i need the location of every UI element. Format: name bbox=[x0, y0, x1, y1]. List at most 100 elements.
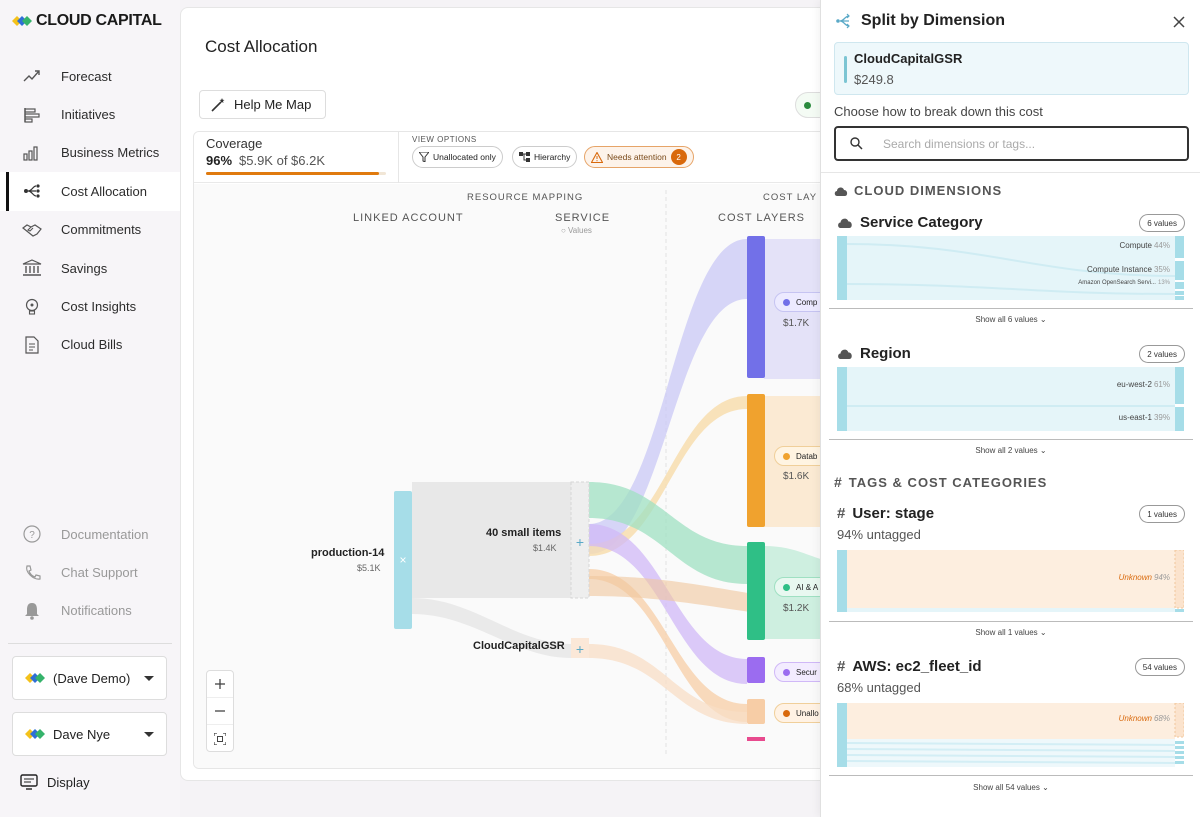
untagged-percent: 68% untagged bbox=[837, 680, 921, 695]
coverage-progress-fill bbox=[206, 172, 379, 175]
hierarchy-toggle[interactable]: Hierarchy bbox=[512, 146, 578, 168]
coverage-toolbar: Coverage 96% $5.9K of $6.2K VIEW OPTIONS… bbox=[194, 132, 839, 183]
dimension-divider bbox=[829, 308, 1193, 309]
chip-label: Unallocated only bbox=[433, 152, 496, 162]
dimension-flow-preview: eu-west-2 61% us-east-1 39% bbox=[837, 367, 1184, 431]
values-badge: 1 values bbox=[1139, 505, 1185, 523]
node-label-account[interactable]: production-14 bbox=[311, 547, 385, 559]
sidebar-divider bbox=[8, 643, 172, 644]
help-icon: ? bbox=[22, 524, 42, 544]
nav-label: Documentation bbox=[61, 526, 149, 542]
split-icon bbox=[836, 13, 850, 29]
layer-bar-ai bbox=[747, 542, 765, 640]
dimension-service-category[interactable]: Service Category 6 values Compute 44% Com… bbox=[821, 212, 1200, 332]
coverage-title: Coverage bbox=[206, 136, 263, 151]
handshake-icon bbox=[22, 220, 42, 240]
layer-dot bbox=[783, 452, 790, 460]
node-value-small-items: $1.4K bbox=[533, 543, 557, 553]
flow-row-label: Amazon OpenSearch Servi... bbox=[1078, 280, 1156, 286]
section-title: CLOUD DIMENSIONS bbox=[854, 183, 1003, 198]
nav-item-commitments[interactable]: Commitments bbox=[0, 211, 180, 249]
close-icon[interactable] bbox=[1171, 14, 1187, 30]
nav-item-chat-support[interactable]: Chat Support bbox=[0, 553, 180, 591]
unallocated-only-toggle[interactable]: Unallocated only bbox=[412, 146, 503, 168]
node-label-small-items[interactable]: 40 small items bbox=[486, 527, 562, 539]
nav-label: Forecast bbox=[61, 68, 112, 84]
dimension-name: Service Category bbox=[860, 214, 983, 231]
nav-label: Initiatives bbox=[61, 107, 116, 123]
org-select[interactable]: (Dave Demo) bbox=[12, 656, 167, 700]
node-gsr bbox=[571, 638, 589, 658]
service-sub-header: ○ Values bbox=[561, 226, 592, 235]
flow-row-pct: 61% bbox=[1153, 380, 1170, 389]
fit-view-button[interactable] bbox=[207, 725, 233, 752]
sidebar: CLOUD CAPITAL Forecast Initiatives Busin… bbox=[0, 0, 180, 817]
nav-item-cost-insights[interactable]: Cost Insights bbox=[0, 287, 180, 325]
split-by-dimension-panel: Split by Dimension CloudCapitalGSR $249.… bbox=[820, 0, 1200, 817]
layer-pill-compute[interactable]: Comp bbox=[774, 292, 834, 312]
coverage-amount: $5.9K of $6.2K bbox=[239, 153, 326, 168]
plus-icon bbox=[215, 679, 225, 689]
dimension-region[interactable]: Region 2 values eu-west-2 61% us-east-1 39… bbox=[821, 343, 1200, 463]
layer-dot bbox=[783, 298, 790, 306]
layer-bar-database bbox=[747, 394, 765, 527]
flow-row-pct: 39% bbox=[1153, 413, 1170, 422]
show-all-values-button[interactable]: Show all 2 values ⌄ bbox=[821, 446, 1200, 455]
brand-logo[interactable]: CLOUD CAPITAL bbox=[12, 12, 162, 30]
page-title: Cost Allocation bbox=[205, 37, 318, 56]
help-me-map-button[interactable]: Help Me Map bbox=[199, 90, 326, 119]
flow-security bbox=[589, 524, 747, 684]
brand-mark-icon bbox=[12, 16, 32, 26]
search-input[interactable] bbox=[883, 136, 1173, 151]
nav-item-notifications[interactable]: Notifications bbox=[0, 592, 180, 630]
flow-account-gsr bbox=[412, 598, 571, 658]
nav-label: Commitments bbox=[61, 222, 142, 238]
allocation-view: Coverage 96% $5.9K of $6.2K VIEW OPTIONS… bbox=[193, 131, 839, 769]
nav-item-documentation[interactable]: ? Documentation bbox=[0, 515, 180, 553]
nav-item-forecast[interactable]: Forecast bbox=[0, 57, 180, 95]
show-all-values-button[interactable]: Show all 1 values ⌄ bbox=[821, 628, 1200, 637]
main-nav: Forecast Initiatives Business Metrics Co… bbox=[0, 57, 180, 364]
tag-user-stage[interactable]: # User: stage 1 values 94% untagged Unkn… bbox=[821, 503, 1200, 645]
layer-value-compute: $1.7K bbox=[783, 318, 810, 329]
dimension-search bbox=[834, 126, 1189, 161]
cost-layers-header: COST LAYERS bbox=[718, 212, 806, 224]
nav-item-cost-allocation[interactable]: Cost Allocation bbox=[0, 172, 180, 211]
nav-item-cloud-bills[interactable]: Cloud Bills bbox=[0, 326, 180, 364]
cloud-icon bbox=[834, 186, 848, 196]
chip-label: Hierarchy bbox=[534, 152, 571, 162]
display-button[interactable]: Display bbox=[20, 774, 90, 790]
flow-row-unknown: Unknown 94% bbox=[1119, 573, 1170, 582]
hash-icon: # bbox=[834, 474, 843, 490]
lightbulb-icon bbox=[22, 297, 42, 317]
allocation-icon bbox=[22, 181, 42, 201]
coverage-percent: 96% bbox=[206, 153, 233, 168]
dimension-flow-preview: Compute 44% Compute Instance 35% Amazon Op… bbox=[837, 236, 1184, 300]
linked-account-header: LINKED ACCOUNT bbox=[353, 212, 464, 224]
zoom-in-button[interactable] bbox=[207, 671, 233, 698]
tag-aws-ec2-fleet-id[interactable]: # AWS: ec2_fleet_id 54 values 68% untagg… bbox=[821, 656, 1200, 798]
cloud-icon bbox=[838, 218, 852, 228]
support-nav: ? Documentation Chat Support Notificatio… bbox=[0, 515, 180, 630]
flow-row: Compute 44% bbox=[1120, 241, 1170, 250]
layer-pill-ai[interactable]: AI & A bbox=[774, 577, 834, 597]
dimension-divider bbox=[829, 439, 1193, 440]
sankey-canvas: × + + RESOURCE MAPPING COST LAY LINKED A… bbox=[194, 184, 839, 768]
nav-item-savings[interactable]: Savings bbox=[0, 249, 180, 287]
needs-attention-toggle[interactable]: Needs attention 2 bbox=[584, 146, 694, 168]
nav-item-business-metrics[interactable]: Business Metrics bbox=[0, 134, 180, 172]
layer-pill-database[interactable]: Datab bbox=[774, 446, 834, 466]
panel-divider bbox=[821, 172, 1200, 173]
flow-row-pct: 35% bbox=[1153, 265, 1170, 274]
node-label-gsr[interactable]: CloudCapitalGSR bbox=[473, 640, 565, 652]
magic-wand-icon bbox=[211, 97, 225, 112]
minus-icon bbox=[215, 710, 225, 712]
nav-label: Chat Support bbox=[61, 565, 138, 581]
nav-item-initiatives[interactable]: Initiatives bbox=[0, 95, 180, 133]
zoom-out-button[interactable] bbox=[207, 698, 233, 725]
user-select[interactable]: Dave Nye bbox=[12, 712, 167, 756]
show-all-values-button[interactable]: Show all 54 values ⌄ bbox=[821, 783, 1200, 792]
layer-pill-unallocated[interactable]: Unallo bbox=[774, 703, 834, 723]
show-all-values-button[interactable]: Show all 6 values ⌄ bbox=[821, 315, 1200, 324]
node-value-account: $5.1K bbox=[357, 563, 381, 573]
